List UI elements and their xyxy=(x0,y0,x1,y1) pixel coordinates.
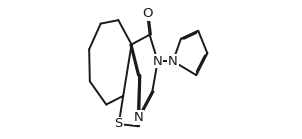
Text: O: O xyxy=(142,7,152,20)
Text: N: N xyxy=(153,55,162,68)
Text: N: N xyxy=(133,111,143,124)
Text: N: N xyxy=(168,55,178,68)
Text: S: S xyxy=(114,117,123,131)
